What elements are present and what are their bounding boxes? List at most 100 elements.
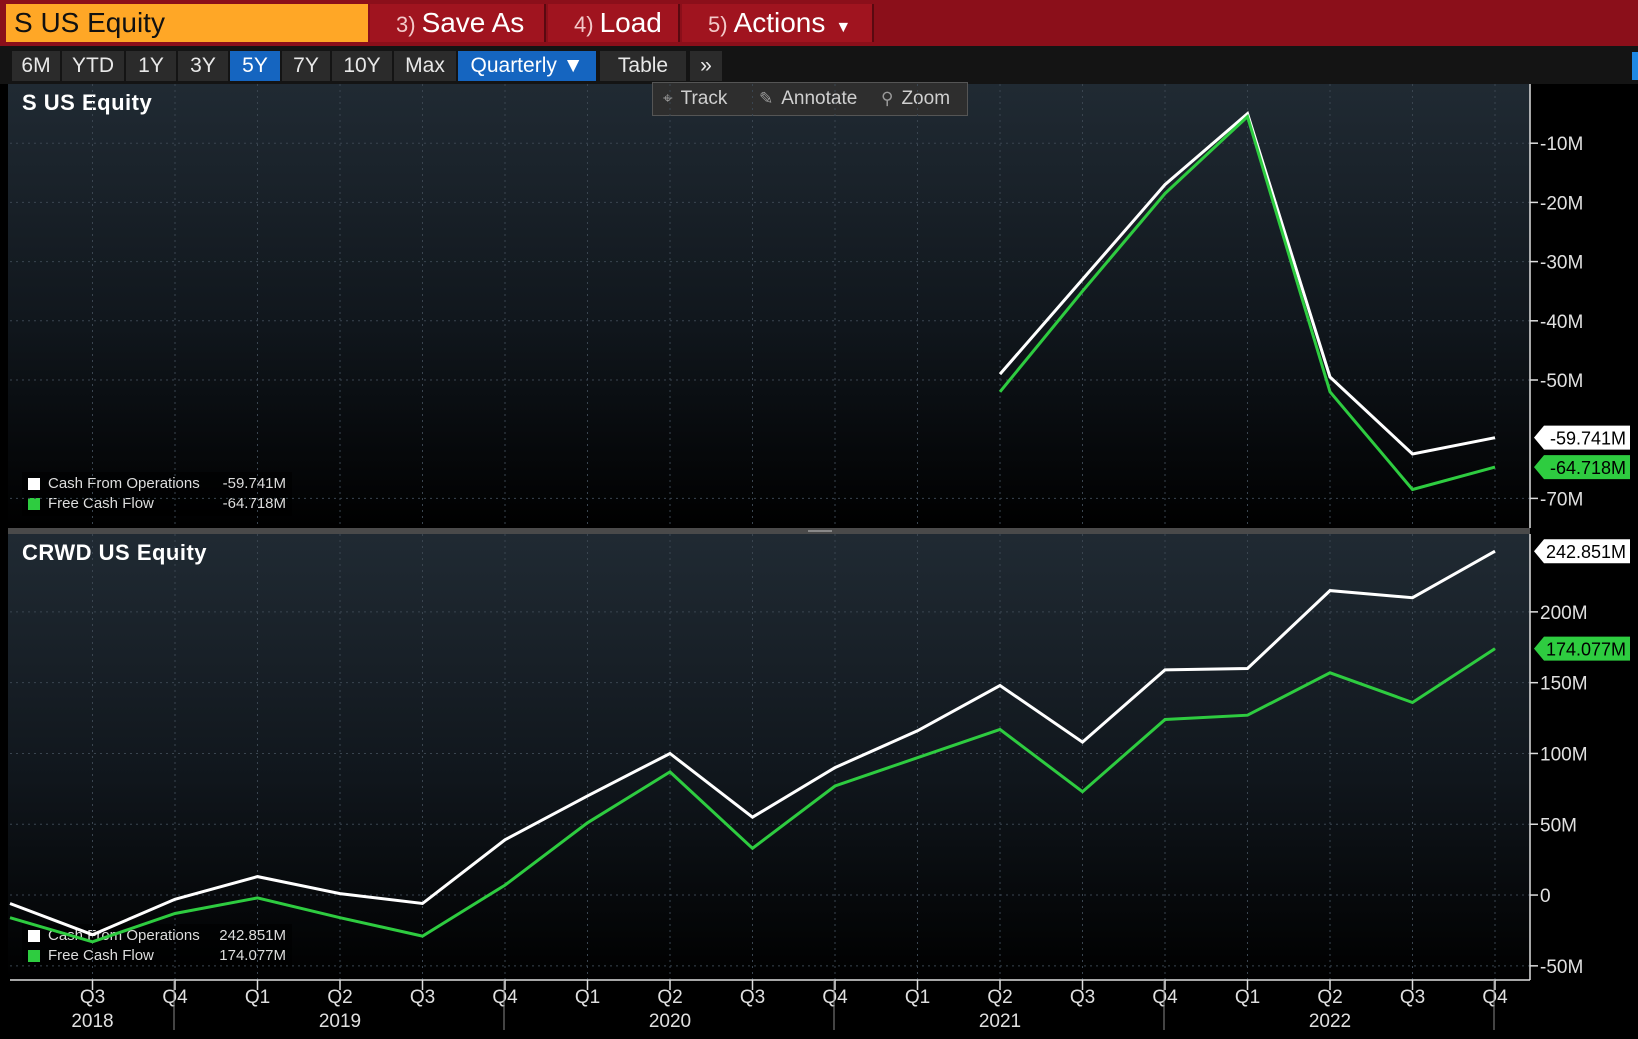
last-value-label: -59.741M <box>1550 429 1626 449</box>
series-line-cash-from-operations <box>998 110 1496 456</box>
legend-item-fcf: Free Cash Flow -64.718M <box>28 494 286 514</box>
x-tick-label: Q3 <box>740 987 765 1008</box>
range-7y-button[interactable]: 7Y <box>282 51 330 81</box>
range-10y-button[interactable]: 10Y <box>332 51 392 81</box>
scroll-marker <box>1632 52 1638 80</box>
x-tick-label: Q3 <box>1400 987 1425 1008</box>
legend-value: 174.077M <box>219 947 286 964</box>
legend-swatch-green <box>28 498 40 510</box>
command-bar: S US Equity 3) Save As 4) Load 5) Actions ▼ <box>0 0 1638 46</box>
x-year-label: 2022 <box>1309 1011 1351 1032</box>
pencil-icon: ✎ <box>759 89 774 108</box>
x-tick-label: Q3 <box>1070 987 1095 1008</box>
range-ytd-button[interactable]: YTD <box>62 51 124 81</box>
actions-number: 5) <box>708 12 728 37</box>
load-label: Load <box>599 7 662 38</box>
x-tick-label: Q2 <box>327 987 352 1008</box>
series-line-free-cash-flow <box>9 647 1496 944</box>
chevron-down-icon: ▼ <box>835 19 852 36</box>
legend-s: Cash From Operations -59.741M Free Cash … <box>22 472 292 516</box>
series-line-free-cash-flow <box>998 113 1496 492</box>
zoom-label: Zoom <box>901 88 951 109</box>
y-tick-label: -10M <box>1540 134 1583 155</box>
y-tick-label: -30M <box>1540 253 1583 274</box>
range-3y-button[interactable]: 3Y <box>178 51 228 81</box>
range-5y-button[interactable]: 5Y <box>230 51 280 81</box>
x-tick-label: Q4 <box>822 987 848 1008</box>
y-tick-label: 200M <box>1540 603 1588 624</box>
legend-item-fcf: Free Cash Flow 174.077M <box>28 946 286 966</box>
panel-title-crwd: CRWD US Equity <box>22 540 208 565</box>
x-tick-label: Q1 <box>1235 987 1260 1008</box>
frequency-dropdown[interactable]: Quarterly ▼ <box>458 51 596 81</box>
range-max-button[interactable]: Max <box>394 51 456 81</box>
last-value-flag <box>1534 539 1630 564</box>
y-tick-label: -50M <box>1540 957 1583 978</box>
y-tick-label: 100M <box>1540 744 1588 765</box>
last-value-label: 242.851M <box>1546 542 1626 562</box>
panel-divider[interactable] <box>8 528 1530 534</box>
series-line-cash-from-operations <box>9 549 1496 937</box>
track-label: Track <box>680 88 728 109</box>
y-tick-label: 150M <box>1540 674 1588 695</box>
legend-value: 242.851M <box>219 927 286 944</box>
y-tick-label: -40M <box>1540 312 1583 333</box>
last-value-label: 174.077M <box>1546 640 1626 660</box>
last-value-flag <box>1534 636 1630 661</box>
x-tick-label: Q1 <box>245 987 270 1008</box>
y-tick-label: 0 <box>1540 886 1551 907</box>
legend-swatch-white <box>28 478 40 490</box>
panel-title-s: S US Equity <box>22 90 153 115</box>
range-1y-button[interactable]: 1Y <box>126 51 176 81</box>
save-as-label: Save As <box>421 7 525 38</box>
chart-panel-s[interactable]: S US Equity Cash From Operations -59.741… <box>8 84 1530 528</box>
legend-item-cfo: Cash From Operations -59.741M <box>28 474 286 494</box>
x-year-label: 2020 <box>649 1011 691 1032</box>
last-value-flag <box>1534 455 1630 480</box>
legend-name: Free Cash Flow <box>48 947 154 964</box>
x-tick-label: Q4 <box>162 987 188 1008</box>
x-tick-label: Q4 <box>492 987 518 1008</box>
range-6m-button[interactable]: 6M <box>12 51 60 81</box>
range-toolbar: 6M YTD 1Y 3Y 5Y 7Y 10Y Max Quarterly ▼ T… <box>0 46 1638 84</box>
save-as-button[interactable]: 3) Save As <box>370 4 546 42</box>
annotate-button[interactable]: ✎ Annotate <box>759 83 857 115</box>
crosshair-icon: ⌖ <box>663 89 673 108</box>
legend-swatch-white <box>28 930 40 942</box>
load-button[interactable]: 4) Load <box>548 4 680 42</box>
x-year-label: 2019 <box>319 1011 361 1032</box>
y-tick-label: -70M <box>1540 489 1583 510</box>
legend-value: -59.741M <box>222 475 286 492</box>
x-tick-label: Q2 <box>1317 987 1342 1008</box>
x-tick-label: Q1 <box>575 987 600 1008</box>
last-value-label: -64.718M <box>1550 458 1626 478</box>
x-tick-label: Q2 <box>657 987 682 1008</box>
y-tick-label: 50M <box>1540 815 1577 836</box>
x-tick-label: Q3 <box>80 987 105 1008</box>
x-tick-label: Q1 <box>905 987 930 1008</box>
actions-label: Actions <box>733 7 826 38</box>
x-tick-label: Q4 <box>1152 987 1178 1008</box>
chart-tools: ⌖ Track ✎ Annotate ⚲ Zoom <box>652 82 968 116</box>
more-options-button[interactable]: » <box>690 51 722 81</box>
legend-value: -64.718M <box>222 495 286 512</box>
last-value-flag <box>1534 425 1630 450</box>
x-tick-label: Q2 <box>987 987 1012 1008</box>
save-as-number: 3) <box>396 12 416 37</box>
x-tick-label: Q3 <box>410 987 435 1008</box>
x-year-label: 2018 <box>71 1011 113 1032</box>
divider-grip[interactable] <box>808 530 832 532</box>
table-button[interactable]: Table <box>600 51 686 81</box>
magnifier-icon: ⚲ <box>881 89 894 108</box>
legend-name: Cash From Operations <box>48 475 200 492</box>
zoom-button[interactable]: ⚲ Zoom <box>881 83 950 115</box>
security-input[interactable]: S US Equity <box>6 4 368 42</box>
actions-button[interactable]: 5) Actions ▼ <box>682 4 874 42</box>
load-number: 4) <box>574 12 594 37</box>
legend-name: Free Cash Flow <box>48 495 154 512</box>
track-button[interactable]: ⌖ Track <box>663 83 727 115</box>
x-year-label: 2021 <box>979 1011 1021 1032</box>
annotate-label: Annotate <box>781 88 858 109</box>
x-tick-label: Q4 <box>1482 987 1508 1008</box>
